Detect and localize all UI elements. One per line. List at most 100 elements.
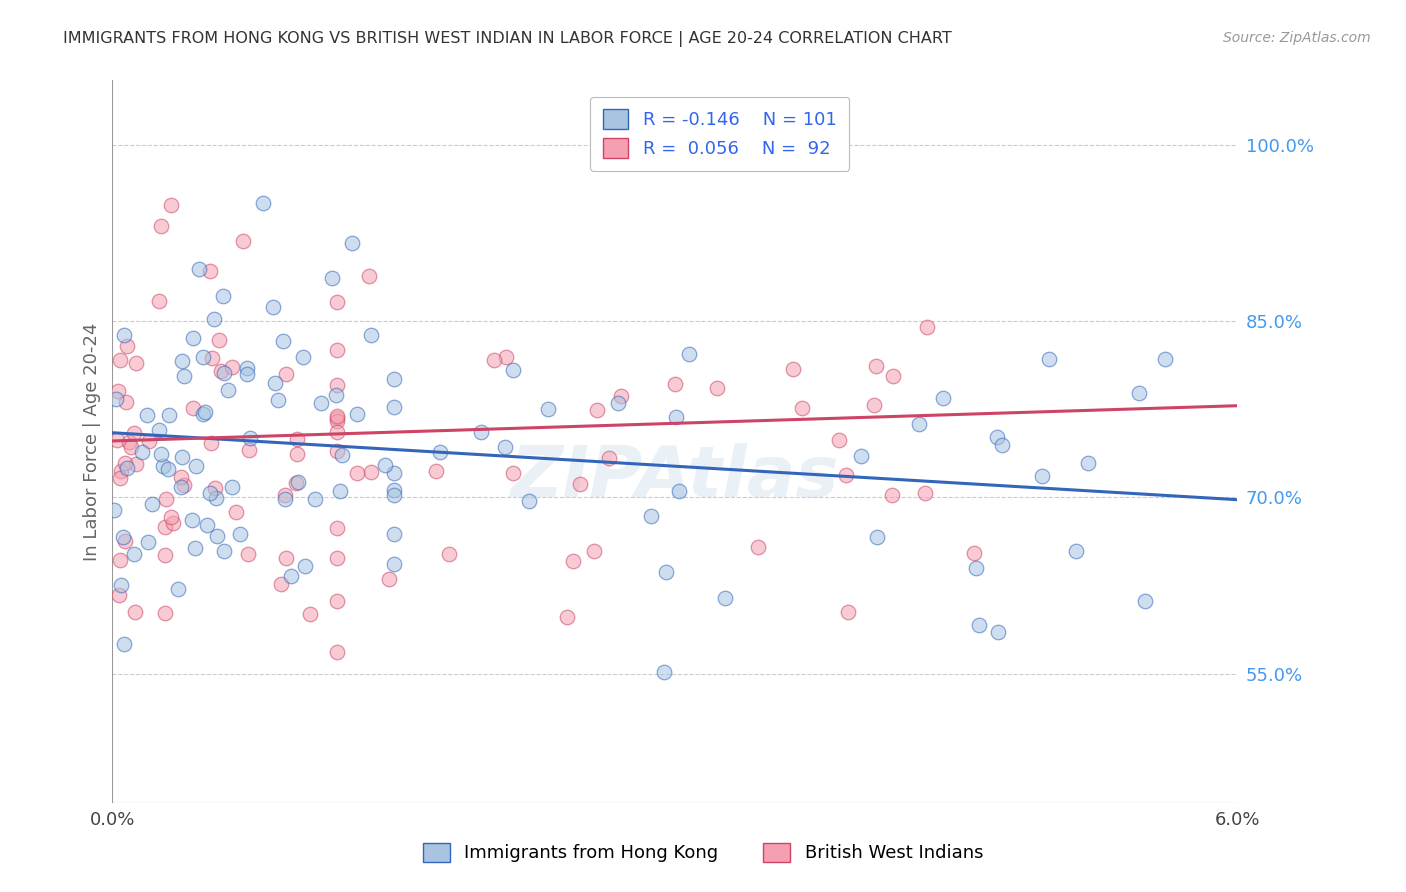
Text: Source: ZipAtlas.com: Source: ZipAtlas.com bbox=[1223, 31, 1371, 45]
Point bbox=[221, 480, 243, 494]
Point bbox=[157, 408, 180, 422]
Point bbox=[148, 293, 170, 308]
Point bbox=[212, 366, 235, 380]
Point bbox=[170, 450, 193, 465]
Point bbox=[326, 410, 349, 425]
Point bbox=[173, 368, 195, 383]
Point bbox=[110, 464, 132, 478]
Point bbox=[285, 447, 308, 461]
Point bbox=[217, 383, 239, 397]
Point bbox=[184, 459, 207, 474]
Point bbox=[105, 392, 128, 407]
Point bbox=[664, 410, 686, 425]
Point bbox=[655, 565, 678, 579]
Point bbox=[117, 434, 139, 449]
Point bbox=[965, 560, 987, 574]
Point bbox=[360, 327, 382, 342]
Point bbox=[194, 405, 217, 419]
Point bbox=[326, 521, 349, 535]
Point bbox=[292, 350, 315, 364]
Point bbox=[969, 618, 991, 632]
Point bbox=[191, 407, 214, 421]
Point bbox=[326, 377, 349, 392]
Point bbox=[326, 594, 349, 608]
Point bbox=[159, 197, 181, 211]
Point bbox=[110, 553, 132, 567]
Point bbox=[326, 645, 349, 659]
Point bbox=[321, 270, 343, 285]
Point bbox=[1031, 469, 1053, 483]
Point bbox=[382, 557, 405, 571]
Point bbox=[108, 471, 131, 485]
Point bbox=[124, 605, 146, 619]
Point bbox=[212, 543, 235, 558]
Point bbox=[382, 527, 405, 541]
Point bbox=[274, 550, 297, 565]
Point bbox=[115, 338, 138, 352]
Point bbox=[229, 527, 252, 541]
Point bbox=[987, 625, 1010, 640]
Text: ZIPAtlas: ZIPAtlas bbox=[510, 443, 839, 512]
Point bbox=[568, 477, 591, 491]
Point bbox=[835, 467, 858, 482]
Point bbox=[148, 423, 170, 437]
Point bbox=[986, 429, 1008, 443]
Point bbox=[181, 401, 204, 415]
Point bbox=[678, 346, 700, 360]
Point bbox=[125, 457, 148, 471]
Text: IMMIGRANTS FROM HONG KONG VS BRITISH WEST INDIAN IN LABOR FORCE | AGE 20-24 CORR: IMMIGRANTS FROM HONG KONG VS BRITISH WES… bbox=[63, 31, 952, 47]
Point bbox=[153, 520, 176, 534]
Point bbox=[162, 516, 184, 531]
Point bbox=[863, 398, 886, 412]
Point bbox=[494, 440, 516, 454]
Point bbox=[482, 353, 505, 368]
Point bbox=[1038, 351, 1060, 366]
Point bbox=[714, 591, 737, 606]
Point bbox=[181, 331, 204, 345]
Point bbox=[437, 547, 460, 561]
Point bbox=[232, 234, 254, 248]
Point bbox=[470, 425, 492, 439]
Point bbox=[138, 434, 160, 448]
Point bbox=[287, 475, 309, 490]
Point bbox=[882, 369, 904, 384]
Point bbox=[235, 367, 257, 381]
Point bbox=[517, 493, 540, 508]
Point bbox=[598, 451, 620, 466]
Point bbox=[112, 637, 135, 651]
Point bbox=[172, 353, 194, 368]
Point bbox=[359, 268, 381, 283]
Point bbox=[103, 503, 125, 517]
Point bbox=[107, 588, 129, 602]
Point bbox=[280, 569, 302, 583]
Point bbox=[262, 301, 284, 315]
Point bbox=[155, 491, 177, 506]
Point bbox=[586, 403, 609, 417]
Point bbox=[908, 417, 931, 432]
Point bbox=[170, 470, 193, 484]
Point bbox=[652, 665, 675, 679]
Point bbox=[110, 578, 132, 592]
Point bbox=[346, 467, 368, 481]
Point bbox=[271, 334, 294, 348]
Point bbox=[536, 402, 558, 417]
Point bbox=[205, 491, 228, 505]
Point bbox=[152, 459, 174, 474]
Point bbox=[298, 607, 321, 621]
Point bbox=[502, 363, 524, 377]
Point bbox=[198, 485, 221, 500]
Point bbox=[188, 262, 211, 277]
Point bbox=[264, 376, 287, 390]
Point bbox=[287, 432, 309, 446]
Point bbox=[205, 529, 228, 543]
Point bbox=[382, 372, 405, 386]
Point bbox=[326, 551, 349, 566]
Point bbox=[166, 582, 188, 596]
Point bbox=[360, 465, 382, 479]
Point bbox=[561, 554, 583, 568]
Point bbox=[1128, 386, 1150, 401]
Point bbox=[124, 356, 146, 370]
Point bbox=[181, 513, 204, 527]
Point bbox=[664, 376, 686, 391]
Point bbox=[236, 361, 259, 376]
